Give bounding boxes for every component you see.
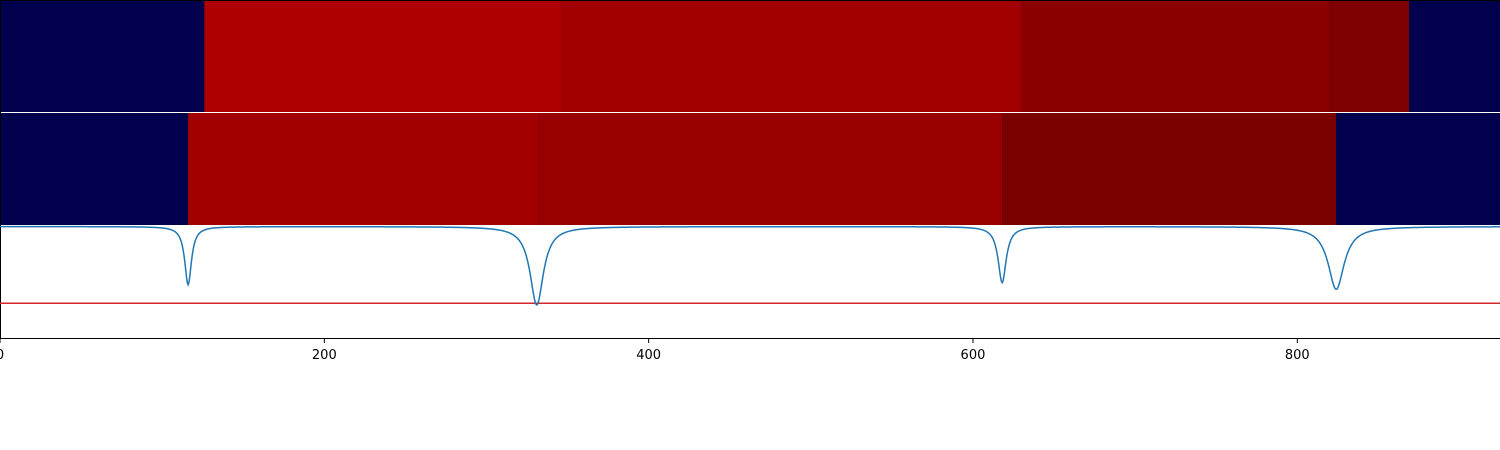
signal-line [0, 225, 1500, 307]
top-strip-segment-5 [1409, 1, 1500, 112]
top-heatmap-strip [0, 1, 1500, 112]
top-strip-segment-1 [204, 1, 562, 112]
x-tick-label-200: 200 [312, 348, 337, 363]
x-tick-label-600: 600 [961, 348, 986, 363]
middle-strip-segment-1 [188, 113, 539, 225]
top-strip-segment-4 [1329, 1, 1410, 112]
top-strip-segment-0 [0, 1, 205, 112]
middle-strip-segment-2 [538, 113, 1003, 225]
top-strip-segment-2 [561, 1, 1022, 112]
middle-strip-segment-4 [1336, 113, 1500, 225]
x-tick-label-800: 800 [1285, 348, 1310, 363]
x-tick-label-0: 0 [0, 348, 4, 363]
x-axis: 0 200 400 600 800 [0, 338, 1310, 363]
middle-strip-segment-3 [1002, 113, 1337, 225]
top-strip-segment-3 [1021, 1, 1330, 112]
middle-heatmap-strip [0, 113, 1500, 225]
middle-strip-segment-0 [0, 113, 189, 225]
x-tick-label-400: 400 [636, 348, 661, 363]
signal-line-panel [0, 0, 1500, 339]
